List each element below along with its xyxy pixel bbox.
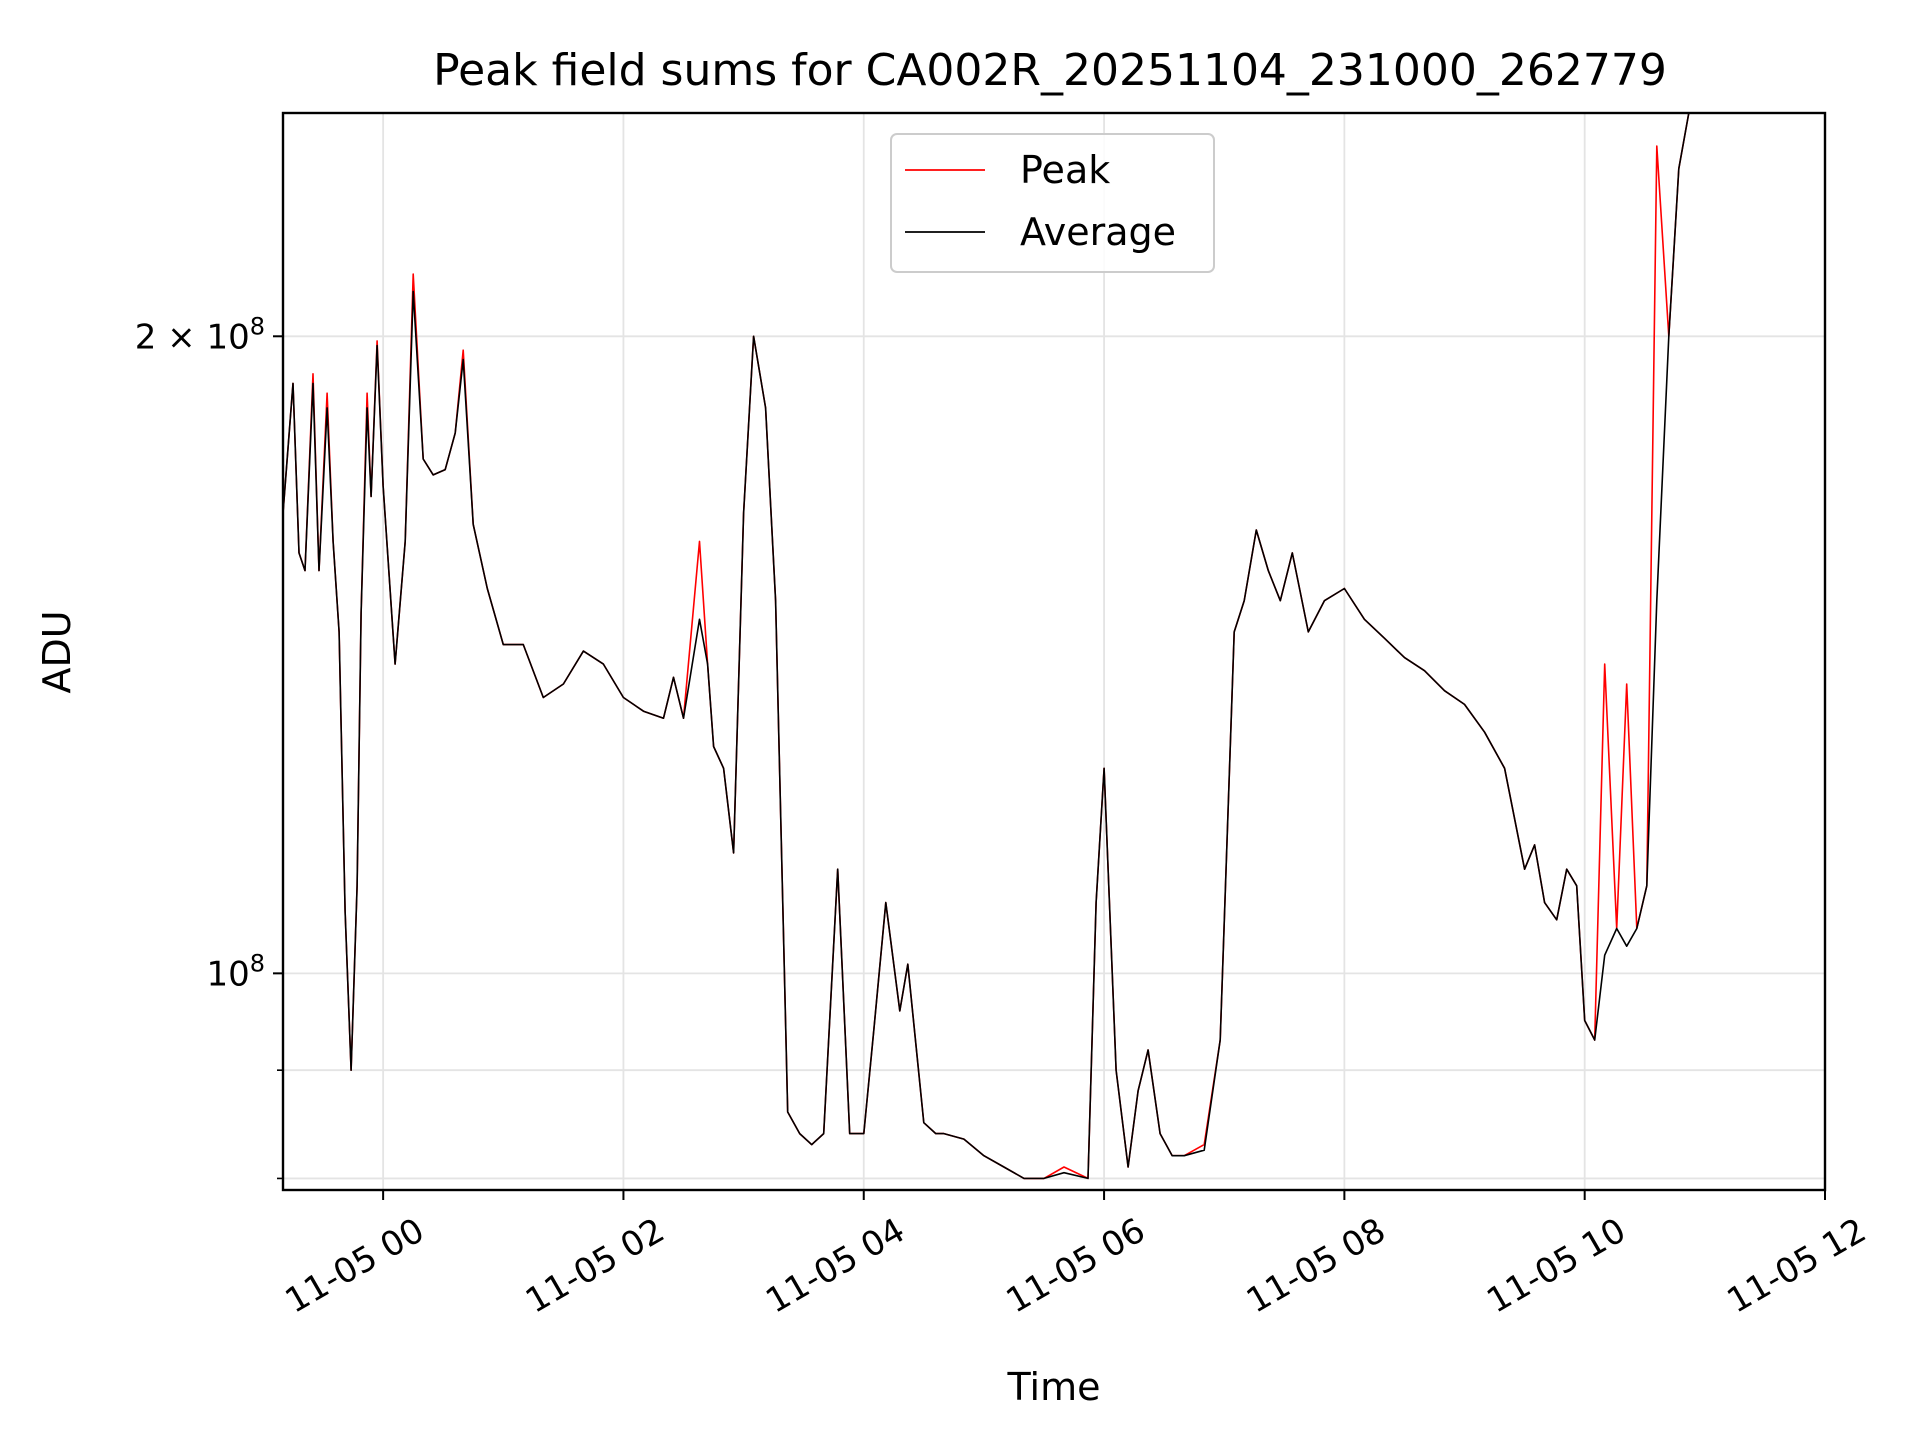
x-tick-label: 11-05 04 <box>759 1210 911 1321</box>
series-line-average <box>282 112 1690 1180</box>
x-tick-label: 11-05 10 <box>1480 1210 1632 1321</box>
series-layer <box>282 112 1690 1180</box>
legend: Peak Average <box>890 133 1215 273</box>
y-axis-label: ADU <box>35 610 79 693</box>
y-tick-prefix: 2 × 10 <box>135 317 250 357</box>
grid <box>283 113 1825 1190</box>
x-tick-label: 11-05 12 <box>1721 1210 1873 1321</box>
y-tick-label: 2 × 108 <box>135 312 265 357</box>
x-tick-label: 11-05 02 <box>519 1210 671 1321</box>
y-tick-label: 108 <box>206 949 265 994</box>
plot-frame <box>281 111 1827 1192</box>
legend-box <box>890 133 1215 273</box>
y-tick-exponent: 8 <box>250 312 265 340</box>
x-tick-label: 11-05 06 <box>1000 1210 1152 1321</box>
legend-label-average: Average <box>1020 210 1176 254</box>
chart-title: Peak field sums for CA002R_20251104_2310… <box>433 45 1667 96</box>
legend-label-peak: Peak <box>1020 148 1110 192</box>
x-axis-label: Time <box>1007 1365 1101 1409</box>
x-tick-label: 11-05 08 <box>1240 1210 1392 1321</box>
y-tick-prefix: 10 <box>206 954 249 994</box>
x-tick-label: 11-05 00 <box>279 1210 431 1321</box>
y-tick-exponent: 8 <box>250 949 265 977</box>
